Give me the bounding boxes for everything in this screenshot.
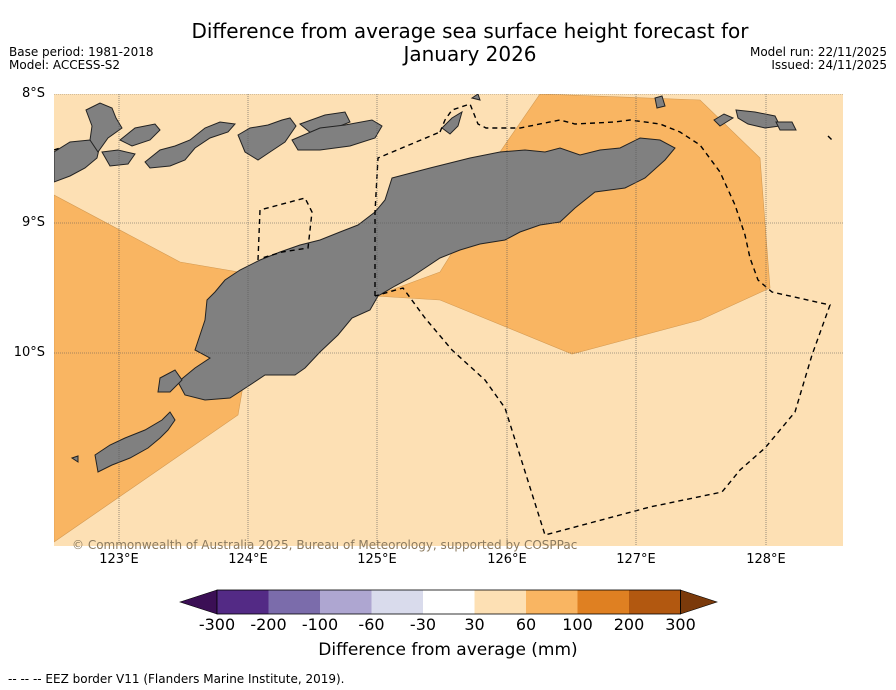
colorbar-title: Difference from average (mm) — [318, 640, 578, 660]
colorbar-bin-3 — [320, 590, 372, 614]
eez-border — [54, 103, 833, 536]
colorbar-tick-label: -30 — [409, 615, 437, 634]
colorbar-tick-label: 100 — [562, 615, 593, 634]
gridlines — [54, 94, 843, 546]
colorbar-extend-high — [680, 589, 718, 615]
lat-label-9s: 9°S — [21, 215, 45, 230]
model-run: Model run: 22/11/2025 — [749, 45, 887, 59]
colorbar-tick-label: 60 — [515, 615, 537, 634]
colorbar-tick-label: -100 — [301, 615, 339, 634]
base-period: Base period: 1981-2018 — [9, 45, 154, 59]
colorbar-extend-low — [179, 589, 218, 615]
colorbar-tick-label: 30 — [464, 615, 485, 634]
lat-label-10s: 10°S — [13, 345, 45, 360]
colorbar-tick-label: 200 — [613, 615, 645, 634]
colorbar-tick-label: -200 — [250, 615, 287, 634]
copyright-notice: © Commonwealth of Australia 2025, Bureau… — [72, 538, 578, 552]
lat-label-8s: 8°S — [21, 86, 45, 101]
colorbar-bin-1 — [217, 590, 269, 614]
colorbar-bin-5 — [423, 590, 475, 614]
model-name: Model: ACCESS-S2 — [9, 58, 121, 72]
colorbar-bin-7 — [526, 590, 578, 614]
lon-label-128e: 128°E — [746, 552, 786, 567]
lon-label-123e: 123°E — [99, 552, 139, 567]
issued-date: Issued: 24/11/2025 — [771, 58, 887, 72]
colorbar-bin-9 — [629, 590, 681, 614]
title-line-1: Difference from average sea surface heig… — [191, 19, 749, 43]
lon-label-126e: 126°E — [487, 552, 527, 567]
eez-legend: -- -- -- EEZ border V11 (Flanders Marine… — [8, 672, 345, 686]
lon-label-125e: 125°E — [357, 552, 397, 567]
colorbar-bin-4 — [371, 590, 423, 614]
colorbar-bin-2 — [268, 590, 320, 614]
lon-label-124e: 124°E — [228, 552, 268, 567]
colorbar — [179, 589, 718, 615]
title-line-2: January 2026 — [403, 42, 537, 66]
timor-island — [177, 137, 676, 401]
colorbar-tick-label: 300 — [665, 615, 696, 634]
colorbar-bin-8 — [577, 590, 629, 614]
islands-nw — [54, 94, 797, 473]
colorbar-tick-label: -300 — [198, 615, 236, 634]
lon-label-127e: 127°E — [616, 552, 656, 567]
map-area — [54, 94, 843, 546]
colorbar-bin-6 — [474, 590, 526, 614]
colorbar-tick-label: -60 — [358, 615, 385, 634]
colorbar-outline — [216, 589, 681, 615]
